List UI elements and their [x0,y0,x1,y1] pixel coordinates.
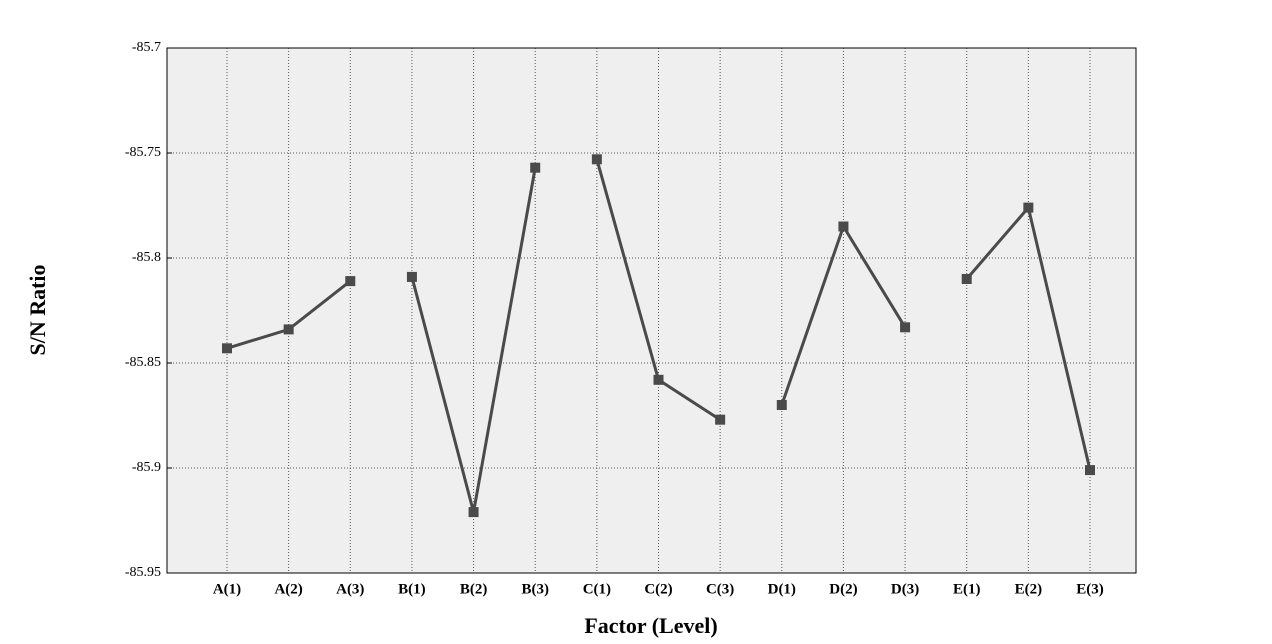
marker [838,221,849,232]
marker [222,343,232,354]
marker [715,414,726,425]
marker [345,276,356,287]
y-axis-label: S/N Ratio [25,264,50,355]
x-tick-label: C(2) [644,581,672,597]
plot-frame [166,47,1137,574]
marker [530,162,541,173]
x-tick-label: E(1) [953,581,981,597]
x-tick-label: D(3) [891,581,919,597]
marker [468,507,479,518]
x-tick-label: E(2) [1015,581,1043,597]
x-tick-label: E(3) [1076,581,1104,597]
plot-area [167,48,1136,573]
x-tick-label: A(1) [213,581,241,597]
y-tick-label: -85.75 [125,145,161,160]
marker [1023,202,1034,213]
marker [591,154,602,165]
marker [406,271,417,282]
y-tick-label: -85.85 [125,355,161,370]
x-tick-label: B(2) [460,581,488,597]
marker [283,324,294,335]
marker [776,400,787,410]
y-tick-label: -85.7 [132,40,161,55]
x-tick-label: A(2) [274,581,302,597]
y-tick-label: -85.95 [125,565,161,580]
x-tick-label: C(3) [706,581,734,597]
x-tick-label: D(2) [829,581,857,597]
marker [1085,465,1095,476]
x-tick-label: B(1) [398,581,426,597]
x-tick-label: B(3) [521,581,549,597]
y-tick-label: -85.9 [132,460,161,475]
x-tick-label: A(3) [336,581,364,597]
x-axis-label: Factor (Level) [584,613,717,638]
x-tick-label: C(1) [583,581,611,597]
marker [900,322,911,333]
y-tick-label: -85.8 [132,250,161,265]
marker [653,374,664,385]
marker [961,274,972,284]
x-tick-label: D(1) [768,581,796,597]
